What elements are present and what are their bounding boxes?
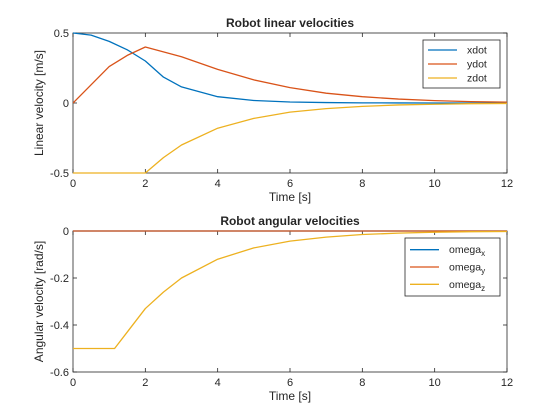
x-tick-label: 2 [142, 178, 148, 190]
series-line-xdot [73, 32, 507, 104]
legend-entry-label: omegay [449, 262, 485, 276]
x-tick-label: 8 [359, 377, 365, 389]
x-tick-label: 12 [501, 178, 513, 190]
legend-entry-subscript: x [481, 249, 485, 258]
x-tick-label: 6 [287, 377, 293, 389]
y-tick-label: 0.5 [54, 28, 69, 40]
y-tick-label: -0.4 [50, 320, 69, 332]
chart-title: Robot angular velocities [220, 214, 360, 228]
x-tick-label: 8 [359, 178, 365, 190]
legend-entry-name: omega [449, 279, 481, 291]
legend-entry-label: zdot [467, 73, 487, 85]
y-tick-label: -0.6 [50, 367, 69, 379]
y-tick-label: 0 [63, 98, 69, 110]
legend-entry-label: ydot [467, 59, 487, 71]
x-axis-label: Time [s] [269, 389, 311, 403]
x-tick-label: 6 [287, 178, 293, 190]
legend-entry-label: omegaz [449, 279, 485, 293]
chart-title: Robot linear velocities [226, 16, 354, 30]
y-tick-label: -0.5 [50, 168, 69, 180]
series-line-omega-z [73, 230, 507, 350]
legend-entry-label: xdot [467, 45, 487, 57]
y-tick-label: 0 [63, 226, 69, 238]
legend-entry-name: omega [449, 262, 481, 274]
legend-box [422, 39, 501, 89]
legend-entry-label: omegax [449, 244, 485, 258]
x-tick-label: 4 [215, 178, 221, 190]
x-tick-label: 4 [215, 377, 221, 389]
y-tick-label: -0.2 [50, 273, 69, 285]
x-tick-label: 12 [501, 377, 513, 389]
y-axis-label: Angular velocity [rad/s] [32, 241, 46, 362]
series-line-ydot [73, 46, 507, 104]
legend-entry-name: omega [449, 244, 481, 256]
x-tick-label: 2 [142, 377, 148, 389]
series-line-zdot [73, 102, 507, 174]
legend-entry-subscript: y [481, 267, 485, 276]
x-axis-label: Time [s] [269, 190, 311, 204]
legend-entry-subscript: z [481, 284, 485, 293]
y-axis-label: Linear velocity [m/s] [32, 50, 46, 156]
angular-velocity-chart: 0 2 4 6 8 10 12 -0.6 -0.4 -0.2 0 Robot angular velo… [32, 214, 513, 403]
x-tick-label: 0 [70, 178, 76, 190]
x-tick-label: 10 [429, 377, 441, 389]
x-tick-label: 0 [70, 377, 76, 389]
legend: xdot ydot zdot [422, 39, 501, 89]
x-tick-label: 10 [429, 178, 441, 190]
